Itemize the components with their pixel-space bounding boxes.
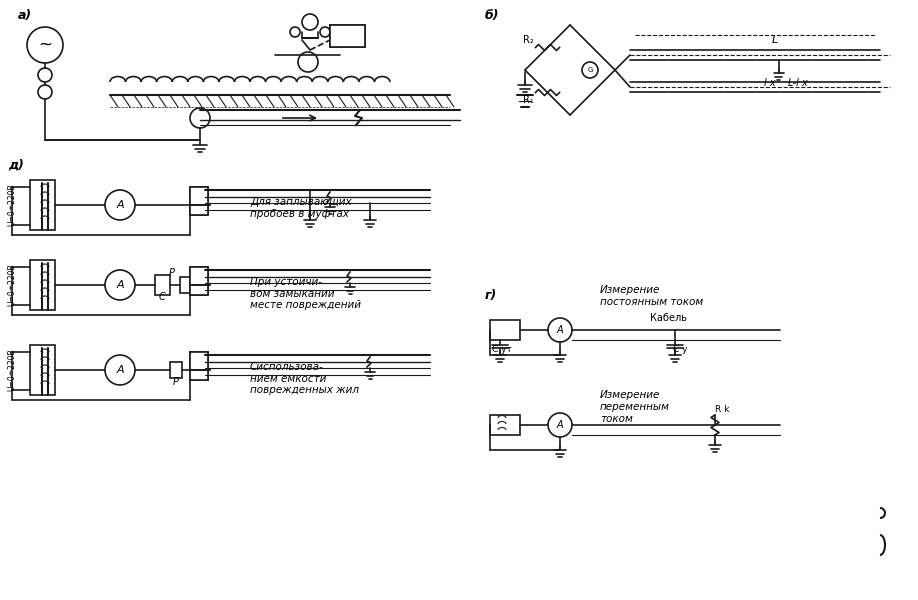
Text: постоянным током: постоянным током [600,297,703,307]
Bar [490,415,520,435]
Text: Для заплывающих
пробоев в муфтах: Для заплывающих пробоев в муфтах [250,197,352,218]
Circle shape [320,27,330,37]
Text: P: P [169,268,175,278]
Bar [30,180,55,230]
Text: C ут: C ут [492,346,512,355]
Text: R k: R k [715,406,730,415]
Text: а): а) [18,8,32,22]
Text: G: G [588,67,593,73]
Text: L: L [772,35,778,45]
Bar [190,267,208,295]
Circle shape [105,270,135,300]
Circle shape [38,68,52,82]
Circle shape [582,62,598,78]
Text: г): г) [485,289,498,301]
Bar [190,352,208,380]
Text: ~: ~ [38,36,52,54]
Bar [190,352,208,380]
Bar [330,25,365,47]
Text: A: A [117,280,124,290]
Bar [190,187,208,215]
Text: l x: l x [764,78,775,88]
Text: При устойчи-
вом замыкании
месте повреждений: При устойчи- вом замыкании месте поврежд… [250,277,361,310]
Text: д): д) [8,158,24,172]
Circle shape [290,27,300,37]
Bar [155,275,170,295]
Circle shape [548,413,572,437]
Text: переменным: переменным [600,402,670,412]
Circle shape [27,27,63,63]
Text: U=0÷220B: U=0÷220B [7,349,17,391]
Bar [190,267,208,295]
Circle shape [302,14,318,30]
Circle shape [105,355,135,385]
Text: A: A [556,420,564,430]
Bar [30,345,55,395]
Circle shape [298,52,318,72]
Text: U=0÷220B: U=0÷220B [7,263,17,307]
Text: R₂: R₂ [522,35,533,45]
Text: б): б) [485,8,499,22]
Text: током: током [600,414,633,424]
Text: Кабель: Кабель [650,313,687,323]
Bar [180,277,192,293]
Text: P: P [174,377,179,387]
Bar [490,320,520,340]
Text: C у: C у [673,346,688,355]
Text: U=0÷220B: U=0÷220B [7,184,17,226]
Circle shape [38,85,52,99]
Bar [30,260,55,310]
Circle shape [105,190,135,220]
Circle shape [548,318,572,342]
Text: A: A [117,365,124,375]
Text: A: A [117,200,124,210]
Bar [190,187,208,215]
Circle shape [190,108,210,128]
Text: R₁: R₁ [522,95,533,105]
Text: Сиспользова-
нием емкости
поврежденных жил: Сиспользова- нием емкости поврежденных ж… [250,362,359,395]
Text: A: A [556,325,564,335]
Bar [170,362,182,378]
Text: Измерение: Измерение [600,390,660,400]
Text: L-l x: L-l x [789,78,808,88]
Text: Измерение: Измерение [600,285,660,295]
Bar [330,25,365,47]
Text: C: C [159,292,165,302]
